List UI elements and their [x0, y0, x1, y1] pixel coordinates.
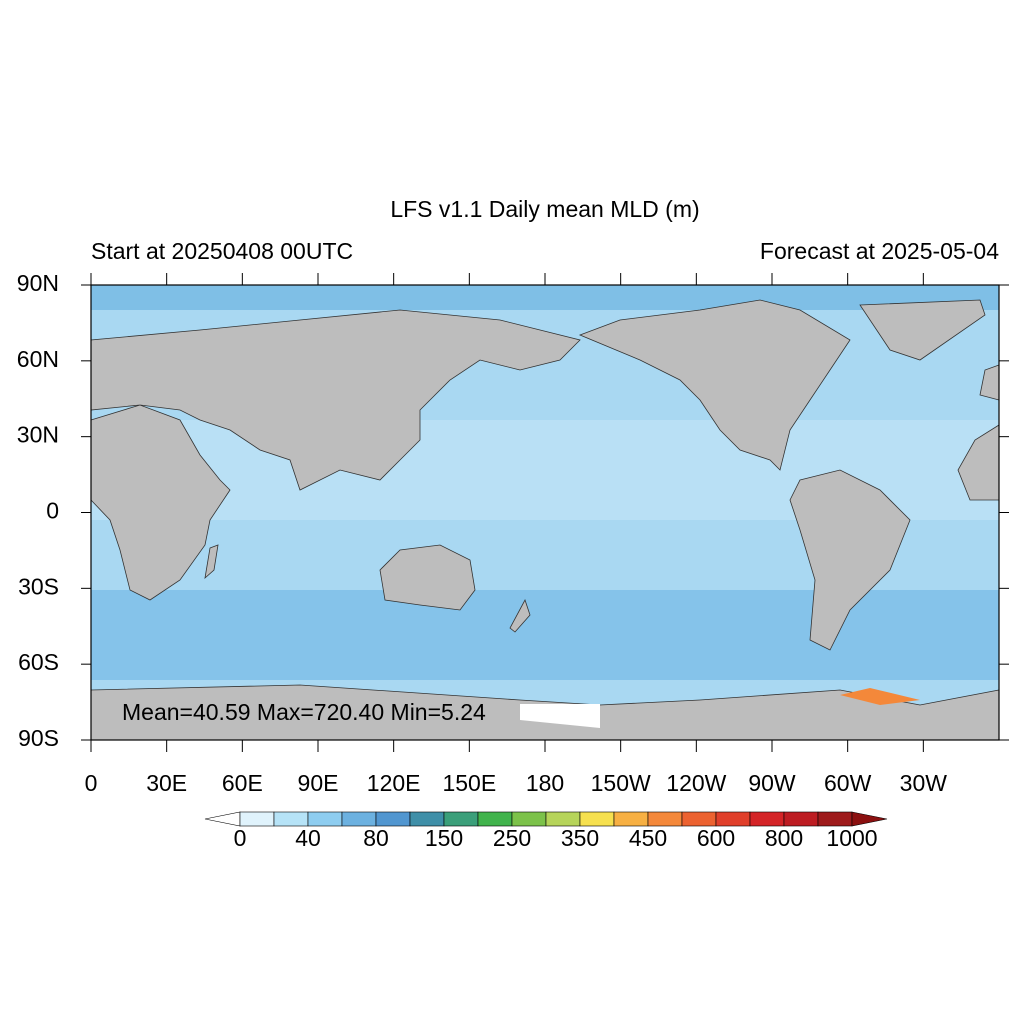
colorbar-label: 600: [697, 825, 735, 851]
weddell-high: [840, 688, 920, 705]
eurasia: [90, 309, 581, 491]
colorbar-box: [409, 811, 445, 827]
colorbar-box: [681, 811, 717, 827]
south-america: [789, 469, 911, 651]
lon-label: 30W: [900, 770, 948, 796]
lat-label: 0: [46, 498, 59, 524]
colorbar-box: [443, 811, 479, 827]
lat-label: 30S: [18, 573, 59, 599]
colorbar-box: [477, 811, 513, 827]
colorbar-label: 1000: [826, 825, 877, 851]
africa: [90, 404, 231, 601]
lon-label: 90W: [748, 770, 796, 796]
north-america: [578, 299, 851, 471]
australia: [379, 544, 476, 611]
ocean-band: [91, 590, 999, 680]
colorbar-box: [545, 811, 581, 827]
lon-label: 150E: [442, 770, 496, 796]
lon-label: 150W: [591, 770, 651, 796]
greenland: [859, 299, 986, 361]
colorbar: 0 40 80 150 250 350 450 600 800 1000: [204, 811, 888, 851]
colorbar-under: [204, 811, 241, 827]
ocean-band: [91, 285, 999, 310]
lon-label: 0: [85, 770, 98, 796]
madagascar: [204, 544, 219, 580]
colorbar-label: 80: [363, 825, 389, 851]
colorbar-box: [375, 811, 411, 827]
colorbar-box: [749, 811, 785, 827]
colorbar-box: [613, 811, 649, 827]
colorbar-box: [341, 811, 377, 827]
colorbar-box: [511, 811, 547, 827]
colorbar-label: 350: [561, 825, 599, 851]
colorbar-box: [307, 811, 343, 827]
colorbar-box: [783, 811, 819, 827]
colorbar-box: [715, 811, 751, 827]
colorbar-label: 450: [629, 825, 667, 851]
colorbar-label: 40: [295, 825, 321, 851]
colorbar-box: [647, 811, 683, 827]
subtitle-left: Start at 20250408 00UTC: [91, 238, 353, 264]
lat-label: 60S: [18, 649, 59, 675]
lat-label: 90N: [17, 270, 59, 296]
colorbar-box: [273, 811, 309, 827]
colorbar-box: [579, 811, 615, 827]
colorbar-label: 150: [425, 825, 463, 851]
lat-label: 60N: [17, 346, 59, 372]
lon-label: 60E: [222, 770, 263, 796]
lon-label: 180: [526, 770, 564, 796]
lat-label: 90S: [18, 725, 59, 751]
lon-label: 90E: [298, 770, 339, 796]
title: LFS v1.1 Daily mean MLD (m): [390, 196, 699, 222]
colorbar-label: 0: [234, 825, 247, 851]
colorbar-box: [817, 811, 853, 827]
lon-label: 120W: [666, 770, 726, 796]
lon-axis: 0 30E 60E 90E 120E 150E 180 150W 120W 90W 60W 30W: [85, 273, 948, 796]
colorbar-label: 800: [765, 825, 803, 851]
colorbar-box: [239, 811, 275, 827]
lat-label: 30N: [17, 422, 59, 448]
lon-label: 120E: [367, 770, 421, 796]
subtitle-right: Forecast at 2025-05-04: [760, 238, 999, 264]
colorbar-over: [851, 811, 888, 827]
map-area: Mean=40.59 Max=720.40 Min=5.24: [90, 284, 1000, 741]
new-zealand: [509, 598, 531, 633]
stats: Mean=40.59 Max=720.40 Min=5.24: [122, 699, 486, 725]
lon-label: 60W: [824, 770, 872, 796]
lat-axis: 90N 60N 30N 0 30S 60S 90S: [17, 270, 1009, 751]
lon-label: 30E: [146, 770, 187, 796]
colorbar-label: 250: [493, 825, 531, 851]
ice-shelf: [520, 704, 600, 728]
